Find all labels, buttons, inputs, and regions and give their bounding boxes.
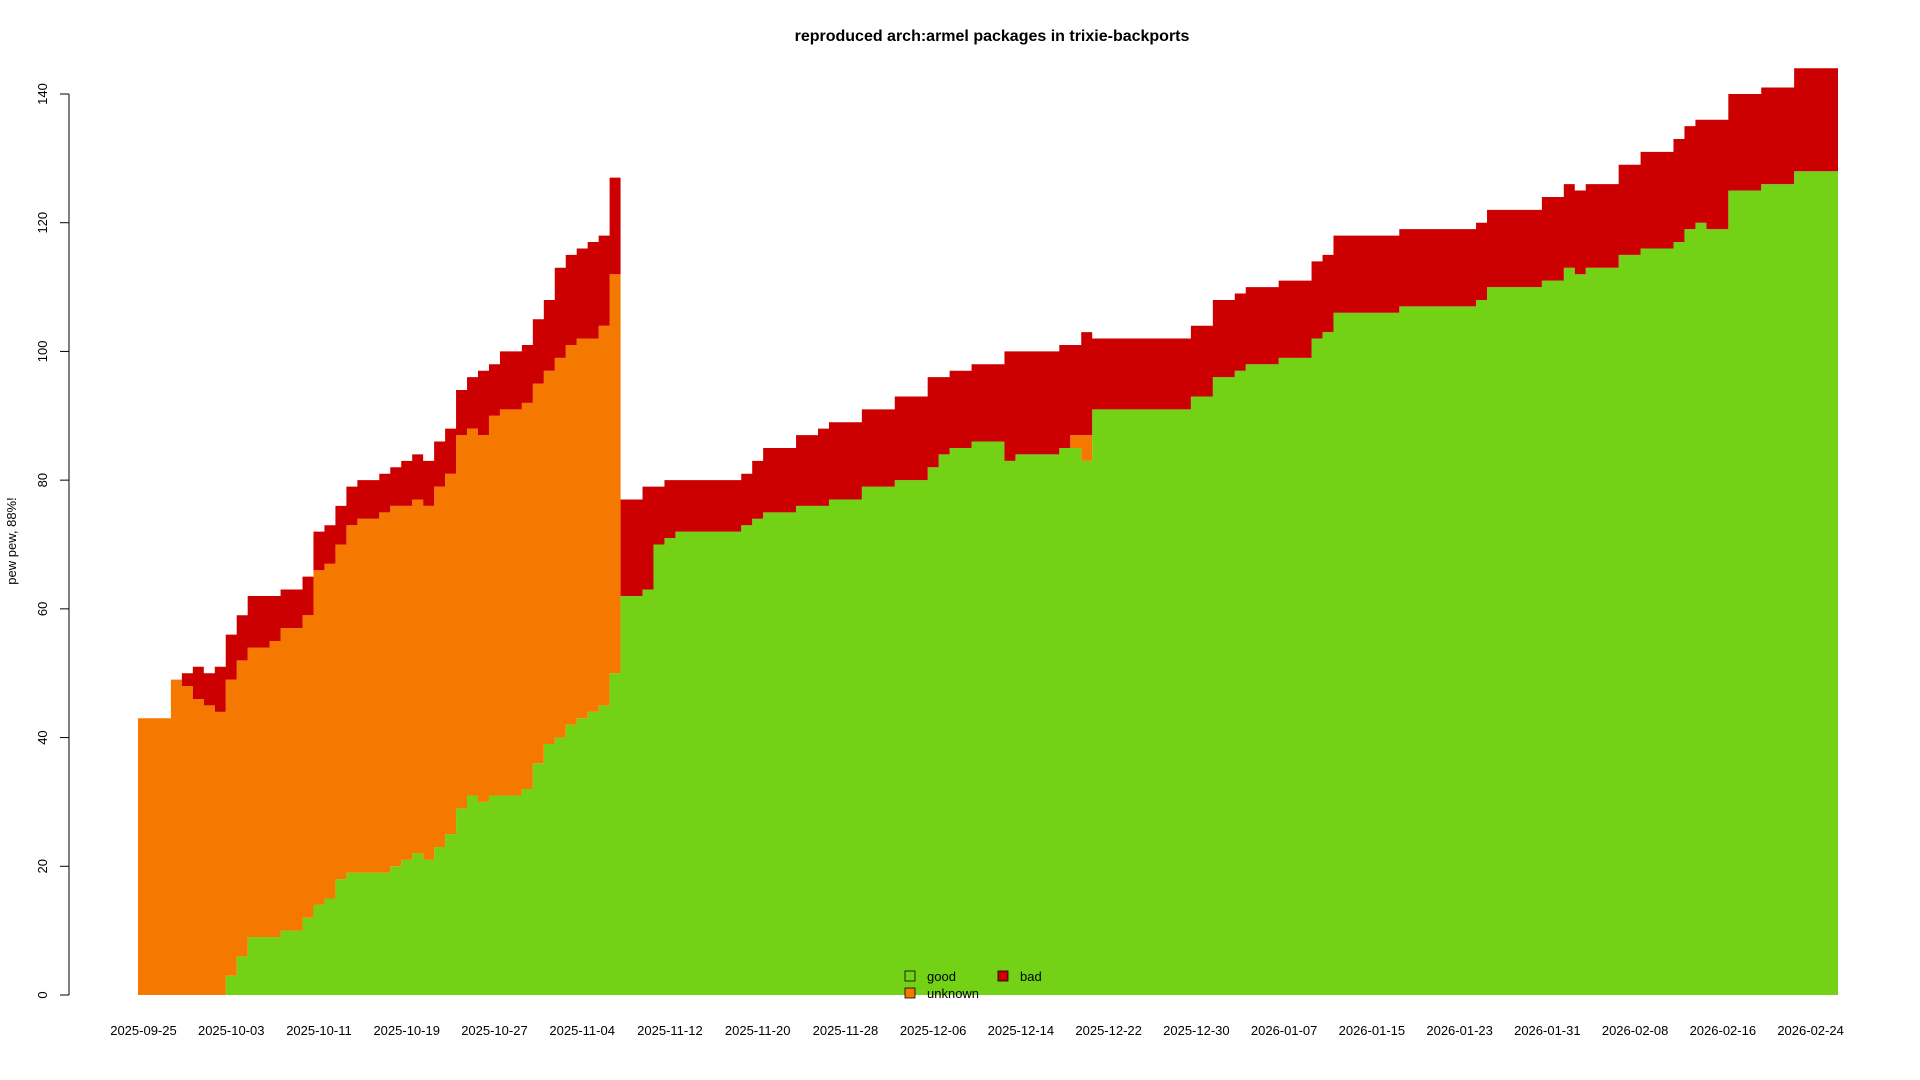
y-tick-label: 120 bbox=[35, 212, 50, 234]
y-axis-label: pew pew, 88%! bbox=[4, 497, 19, 584]
x-tick-label: 2026-01-31 bbox=[1514, 1023, 1581, 1038]
legend: good unknown bad bbox=[904, 969, 1042, 1001]
x-tick-label: 2026-02-08 bbox=[1602, 1023, 1669, 1038]
x-tick-label: 2025-10-11 bbox=[286, 1023, 352, 1038]
x-tick-label: 2026-02-16 bbox=[1690, 1023, 1757, 1038]
area-layer bbox=[138, 68, 1838, 996]
y-tick-label: 60 bbox=[35, 602, 50, 616]
x-tick-label: 2025-11-12 bbox=[637, 1023, 703, 1038]
x-axis: 2025-09-25 2025-10-03 2025-10-11 2025-10-19… bbox=[110, 1023, 1844, 1038]
x-tick-label: 2026-01-15 bbox=[1339, 1023, 1406, 1038]
y-tick-label: 100 bbox=[35, 341, 50, 363]
x-tick-label: 2025-11-20 bbox=[725, 1023, 791, 1038]
legend-swatch-unknown bbox=[904, 987, 916, 999]
x-tick-label: 2025-11-28 bbox=[813, 1023, 879, 1038]
x-tick-label: 2025-10-27 bbox=[461, 1023, 528, 1038]
x-tick-label: 2025-12-14 bbox=[988, 1023, 1055, 1038]
x-tick-label: 2026-01-07 bbox=[1251, 1023, 1318, 1038]
x-tick-label: 2025-10-19 bbox=[373, 1023, 440, 1038]
y-tick-label: 80 bbox=[35, 473, 50, 487]
x-tick-label: 2025-10-03 bbox=[198, 1023, 265, 1038]
legend-label-unknown: unknown bbox=[927, 986, 979, 1001]
area-good bbox=[138, 171, 1838, 996]
y-tick-label: 20 bbox=[35, 859, 50, 873]
y-tick-label: 140 bbox=[35, 83, 50, 105]
chart-title: reproduced arch:armel packages in trixie… bbox=[795, 28, 1190, 45]
x-tick-label: 2025-12-06 bbox=[900, 1023, 967, 1038]
x-tick-label: 2026-02-24 bbox=[1777, 1023, 1844, 1038]
x-tick-label: 2025-12-30 bbox=[1163, 1023, 1230, 1038]
x-tick-label: 2026-01-23 bbox=[1426, 1023, 1493, 1038]
y-tick-label: 0 bbox=[35, 991, 50, 998]
area-unknown bbox=[138, 171, 1838, 996]
y-axis: 0 20 40 60 80 100 120 140 bbox=[35, 83, 70, 999]
x-tick-label: 2025-09-25 bbox=[110, 1023, 177, 1038]
legend-swatch-bad bbox=[997, 970, 1009, 982]
y-tick-label: 40 bbox=[35, 730, 50, 744]
legend-label-bad: bad bbox=[1020, 969, 1042, 984]
legend-swatch-good bbox=[904, 970, 916, 982]
legend-label-good: good bbox=[927, 969, 956, 984]
x-tick-label: 2025-11-04 bbox=[549, 1023, 615, 1038]
x-tick-label: 2025-12-22 bbox=[1075, 1023, 1142, 1038]
area-bad bbox=[138, 68, 1838, 719]
